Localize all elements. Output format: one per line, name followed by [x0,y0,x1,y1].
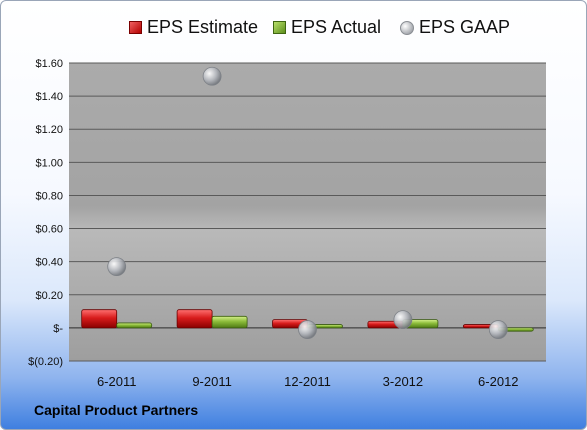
marker-eps-gaap [202,66,222,86]
legend-item-estimate: EPS Estimate [129,17,258,38]
y-tick-label: $(0.20) [28,356,63,368]
marker-eps-gaap [488,320,508,339]
y-tick-label: $0.40 [35,257,63,269]
y-tick-label: $1.20 [35,124,63,136]
legend-swatch-gaap [400,20,414,35]
legend-swatch-estimate [129,21,142,34]
x-tick-label: 12-2011 [284,374,331,389]
y-tick-label: $0.60 [35,224,63,236]
y-tick-label: $- [53,323,63,335]
legend: EPS Estimate EPS Actual EPS GAAP [1,17,586,41]
legend-label-estimate: EPS Estimate [147,17,259,37]
marker-eps-gaap [393,310,413,330]
y-tick-label: $1.40 [35,91,63,103]
legend-label-actual: EPS Actual [291,17,382,37]
marker-eps-gaap [107,257,127,277]
bar-eps-estimate [81,309,118,329]
legend-swatch-actual [273,21,286,34]
x-axis: 6-2011 9-2011 12-2011 3-2012 6-2012 [97,374,519,389]
gaap-markers [107,66,508,339]
marker-eps-gaap [298,320,317,339]
y-tick-label: $1.00 [35,157,63,169]
x-tick-label: 9-2011 [192,374,232,389]
bar-eps-actual [211,315,248,329]
legend-item-gaap: EPS GAAP [400,17,510,38]
x-tick-label: 6-2012 [478,374,518,389]
x-tick-label: 3-2012 [383,374,423,389]
bar-eps-actual [116,322,153,329]
bar-eps-estimate [176,309,213,329]
y-tick-label: $0.20 [35,290,63,302]
y-axis: $(0.20) $- $0.20 $0.40 $0.60 $0.80 $1.00 $1.20 $… [28,58,63,368]
company-name: Capital Product Partners [34,402,199,418]
x-tick-label: 6-2011 [97,374,137,389]
legend-item-actual: EPS Actual [273,17,381,38]
legend-label-gaap: EPS GAAP [419,17,511,37]
y-tick-label: $1.60 [35,58,63,70]
y-tick-label: $0.80 [35,190,63,202]
plot-area [69,63,546,361]
